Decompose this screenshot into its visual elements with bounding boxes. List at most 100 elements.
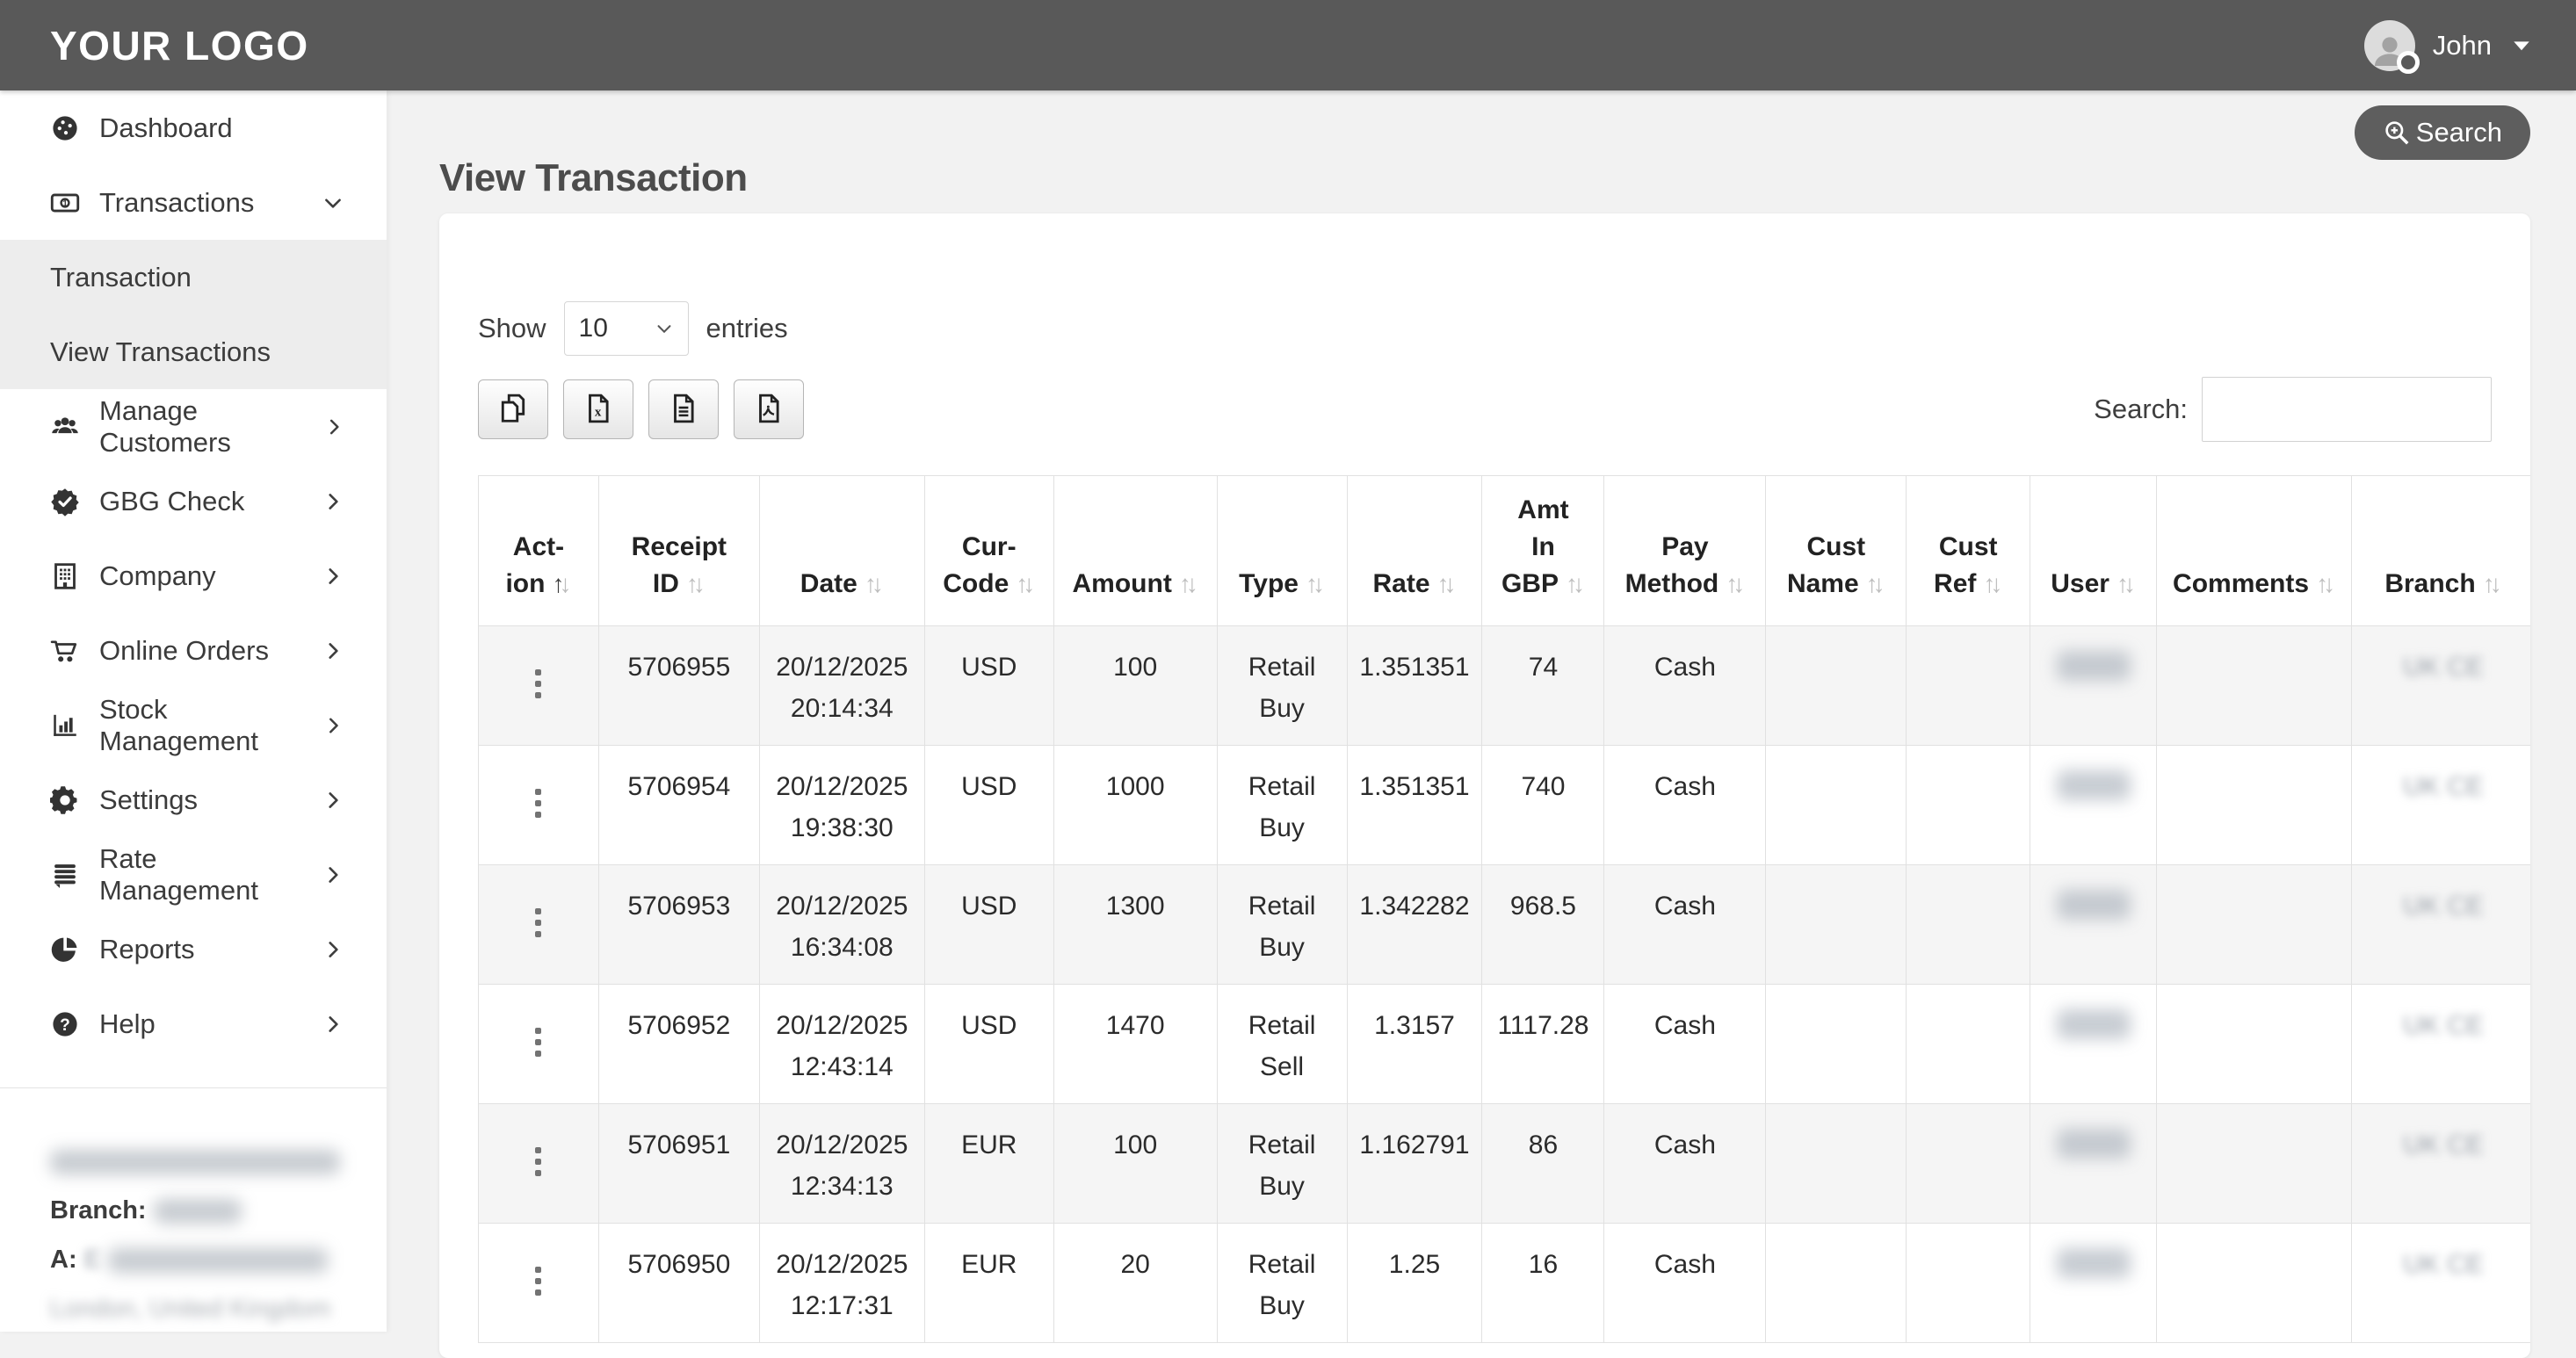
column-header-user[interactable]: User↑↓ xyxy=(2030,476,2157,626)
column-header-cur-code[interactable]: Cur-Code↑↓ xyxy=(924,476,1053,626)
sidebar-item-label: Rate Management xyxy=(99,843,322,907)
question-circle-icon: ? xyxy=(50,1009,83,1039)
sidebar-item-stock-management[interactable]: Stock Management xyxy=(0,688,387,762)
cell-user xyxy=(2030,626,2157,746)
row-actions-button[interactable] xyxy=(523,782,554,825)
search-button[interactable]: Search xyxy=(2355,105,2530,160)
cell-amount: 1470 xyxy=(1053,985,1217,1104)
page-title: View Transaction xyxy=(439,156,748,200)
column-header-rate[interactable]: Rate↑↓ xyxy=(1347,476,1482,626)
cell-comments xyxy=(2157,1224,2352,1343)
row-actions-button[interactable] xyxy=(523,1021,554,1064)
cell-cur-code: USD xyxy=(924,626,1053,746)
export-copy-button[interactable] xyxy=(478,379,548,439)
column-header-date[interactable]: Date↑↓ xyxy=(759,476,924,626)
cell-cust-ref xyxy=(1907,985,2030,1104)
sort-icon: ↑↓ xyxy=(2483,567,2502,601)
cell-rate: 1.25 xyxy=(1347,1224,1482,1343)
sidebar-item-gbg-check[interactable]: GBG Check xyxy=(0,464,387,538)
cell-rate: 1.342282 xyxy=(1347,865,1482,985)
chevron-right-icon xyxy=(322,1013,344,1036)
cell-comments xyxy=(2157,746,2352,865)
cart-icon xyxy=(50,636,83,666)
cell-rate: 1.3157 xyxy=(1347,985,1482,1104)
cell-type: RetailSell xyxy=(1217,985,1347,1104)
sidebar: Dashboard 1TransactionsTransactionView Tr… xyxy=(0,90,387,1332)
cell-cust-name xyxy=(1766,865,1907,985)
column-header-cust-ref[interactable]: CustRef↑↓ xyxy=(1907,476,2030,626)
sort-icon: ↑↓ xyxy=(2117,567,2136,601)
sidebar-item-manage-customers[interactable]: Manage Customers xyxy=(0,389,387,464)
sort-icon: ↑↓ xyxy=(1566,567,1585,601)
cell-cur-code: USD xyxy=(924,985,1053,1104)
sidebar-item-label: Reports xyxy=(99,934,195,965)
sidebar-item-transactions[interactable]: 1Transactions xyxy=(0,165,387,240)
sidebar-item-settings[interactable]: Settings xyxy=(0,762,387,837)
cell-receipt-id: 5706953 xyxy=(598,865,759,985)
table-row: 570695020/12/202512:17:31EUR20RetailBuy1… xyxy=(479,1224,2531,1343)
column-header-cust-name[interactable]: CustName↑↓ xyxy=(1766,476,1907,626)
export-excel-button[interactable]: x xyxy=(563,379,633,439)
blurred-user-value xyxy=(2057,1129,2131,1159)
table-search-input[interactable] xyxy=(2202,377,2492,442)
toolbar-row: x Search: xyxy=(478,377,2492,442)
sort-icon: ↑↓ xyxy=(2316,567,2335,601)
topbar: YOUR LOGO John xyxy=(0,0,2576,90)
column-header-amount[interactable]: Amount↑↓ xyxy=(1053,476,1217,626)
cell-amt-in-gbp: 16 xyxy=(1482,1224,1604,1343)
svg-text:1: 1 xyxy=(62,199,67,207)
stack-icon xyxy=(50,860,83,890)
cell-rate: 1.351351 xyxy=(1347,746,1482,865)
sidebar-item-label: Dashboard xyxy=(99,112,233,144)
chart-bar-icon xyxy=(50,711,83,740)
row-actions-button[interactable] xyxy=(523,901,554,944)
chevron-right-icon xyxy=(322,863,344,886)
cell-branch: UK CE xyxy=(2352,865,2530,985)
svg-text:?: ? xyxy=(60,1015,70,1034)
cell-user xyxy=(2030,1224,2157,1343)
sidebar-item-company[interactable]: Company xyxy=(0,538,387,613)
column-header-type[interactable]: Type↑↓ xyxy=(1217,476,1347,626)
cell-amount: 20 xyxy=(1053,1224,1217,1343)
cell-cust-name xyxy=(1766,746,1907,865)
table-row: 570695220/12/202512:43:14USD1470RetailSe… xyxy=(479,985,2531,1104)
city-line: London, United Kingdom xyxy=(50,1284,360,1332)
branch-label: Branch: xyxy=(50,1196,147,1224)
table-container: Act-ion↑↓ReceiptID↑↓Date↑↓Cur-Code↑↓Amou… xyxy=(478,475,2530,1343)
sidebar-item-help[interactable]: ?Help xyxy=(0,986,387,1061)
column-header-amt-in-gbp[interactable]: AmtInGBP↑↓ xyxy=(1482,476,1604,626)
cell-pay-method: Cash xyxy=(1604,1104,1766,1224)
row-actions-button[interactable] xyxy=(523,1260,554,1303)
cell-pay-method: Cash xyxy=(1604,865,1766,985)
cell-type: RetailBuy xyxy=(1217,865,1347,985)
column-header-pay-method[interactable]: PayMethod↑↓ xyxy=(1604,476,1766,626)
sidebar-item-rate-management[interactable]: Rate Management xyxy=(0,837,387,912)
user-menu[interactable]: John xyxy=(2364,20,2534,71)
cell-action xyxy=(479,1104,599,1224)
page-size-value: 10 xyxy=(579,314,608,343)
cell-date: 20/12/202519:38:30 xyxy=(759,746,924,865)
export-csv-button[interactable] xyxy=(648,379,719,439)
column-header-comments[interactable]: Comments↑↓ xyxy=(2157,476,2352,626)
sidebar-item-online-orders[interactable]: Online Orders xyxy=(0,613,387,688)
column-header-receipt-id[interactable]: ReceiptID↑↓ xyxy=(598,476,759,626)
row-actions-button[interactable] xyxy=(523,662,554,705)
cell-pay-method: Cash xyxy=(1604,985,1766,1104)
export-pdf-button[interactable] xyxy=(734,379,804,439)
sidebar-item-view-transactions[interactable]: View Transactions xyxy=(0,314,387,389)
show-label: Show xyxy=(478,313,546,344)
sidebar-item-reports[interactable]: Reports xyxy=(0,912,387,986)
chevron-right-icon xyxy=(322,938,344,961)
table-body: 570695520/12/202520:14:34USD100RetailBuy… xyxy=(479,626,2531,1343)
cell-comments xyxy=(2157,1104,2352,1224)
sidebar-item-dashboard[interactable]: Dashboard xyxy=(0,90,387,165)
cell-action xyxy=(479,985,599,1104)
blurred-user-value xyxy=(2057,1248,2131,1278)
column-header-branch[interactable]: Branch↑↓ xyxy=(2352,476,2530,626)
blurred-branch-value: UK CE xyxy=(2403,1250,2484,1279)
building-icon xyxy=(50,561,83,591)
sidebar-item-transaction[interactable]: Transaction xyxy=(0,240,387,314)
row-actions-button[interactable] xyxy=(523,1140,554,1183)
page-size-select[interactable]: 10 xyxy=(564,301,689,356)
column-header-action[interactable]: Act-ion↑↓ xyxy=(479,476,599,626)
